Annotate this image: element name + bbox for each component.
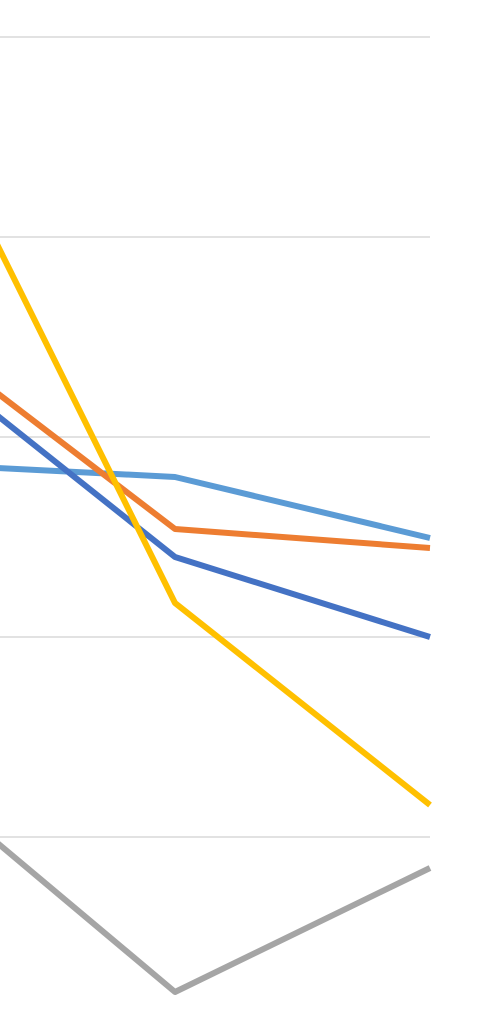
series-line: [0, 413, 431, 640]
series-line: [0, 465, 431, 541]
series-line: [0, 243, 432, 808]
series-line: [0, 391, 431, 551]
series-line: [0, 841, 432, 995]
